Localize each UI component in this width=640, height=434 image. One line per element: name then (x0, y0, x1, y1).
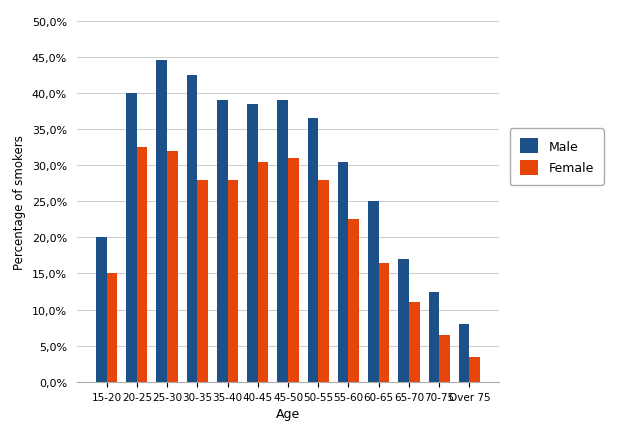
Bar (409, 302, 420, 382)
Bar (258, 162, 268, 382)
Bar (429, 292, 439, 382)
Bar (217, 101, 228, 382)
Bar (247, 105, 258, 382)
Bar (197, 180, 208, 382)
Legend: Male, Female: Male, Female (509, 129, 604, 185)
X-axis label: Age: Age (276, 407, 300, 420)
Bar (318, 180, 329, 382)
Bar (338, 162, 348, 382)
Bar (459, 324, 469, 382)
Bar (107, 274, 117, 382)
Bar (398, 260, 409, 382)
Bar (469, 357, 480, 382)
Bar (228, 180, 238, 382)
Bar (96, 238, 107, 382)
Bar (126, 94, 137, 382)
Bar (167, 151, 178, 382)
Bar (137, 148, 147, 382)
Bar (348, 220, 359, 382)
Bar (156, 61, 167, 382)
Bar (277, 101, 288, 382)
Bar (439, 335, 450, 382)
Bar (379, 263, 389, 382)
Bar (308, 119, 318, 382)
Bar (187, 76, 197, 382)
Y-axis label: Percentage of smokers: Percentage of smokers (13, 135, 26, 269)
Bar (368, 202, 379, 382)
Bar (288, 158, 299, 382)
